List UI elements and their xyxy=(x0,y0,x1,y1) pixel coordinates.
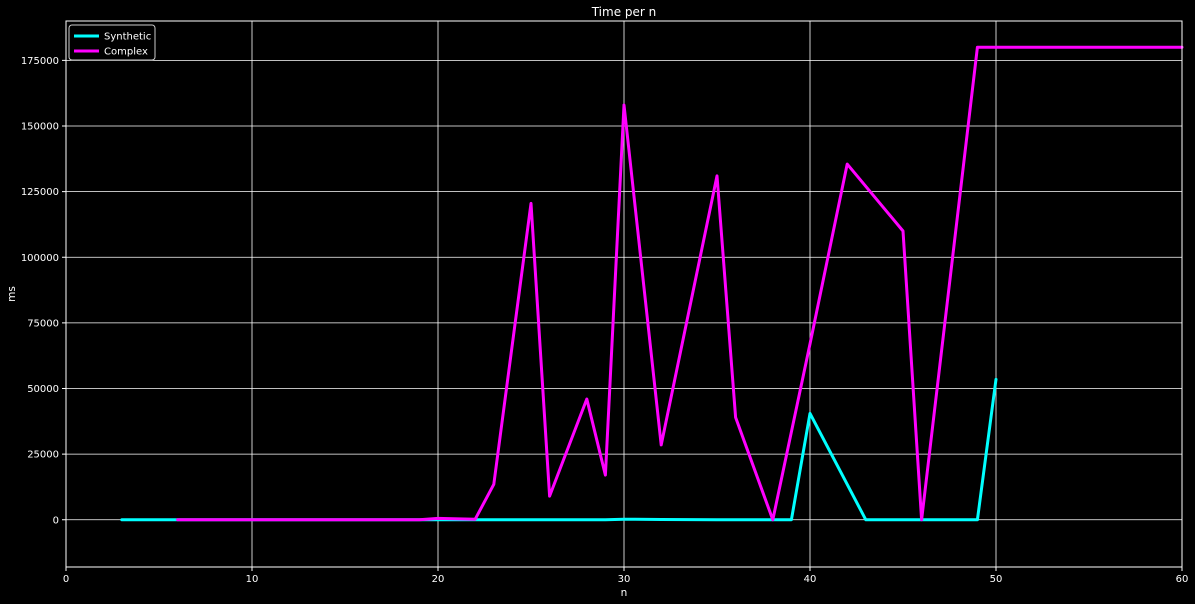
y-tick-label: 125000 xyxy=(21,187,59,198)
x-tick-label: 10 xyxy=(246,574,259,585)
x-tick-label: 50 xyxy=(990,574,1003,585)
x-tick-label: 60 xyxy=(1176,574,1189,585)
y-axis-label: ms xyxy=(6,286,18,302)
x-axis-label: n xyxy=(621,587,628,599)
series-lines xyxy=(120,45,1184,522)
x-tick-label: 30 xyxy=(618,574,631,585)
y-tick-label: 150000 xyxy=(21,122,59,133)
axes: 0 10 20 30 40 50 60 0 25000 50000 75000 100000 12500… xyxy=(21,20,1189,585)
legend-label-synthetic: Synthetic xyxy=(104,32,151,43)
y-tick-label: 175000 xyxy=(21,56,59,67)
y-tick-label: 75000 xyxy=(27,318,59,329)
y-tick-label: 50000 xyxy=(27,384,59,395)
series-line-complex xyxy=(176,45,1184,522)
x-tick-label: 40 xyxy=(804,574,817,585)
y-tick-label: 25000 xyxy=(27,450,59,461)
x-tick-label: 0 xyxy=(63,574,69,585)
x-tick-label: 20 xyxy=(432,574,445,585)
chart-title: Time per n xyxy=(591,5,657,19)
legend-label-complex: Complex xyxy=(104,47,148,58)
y-tick-label: 0 xyxy=(53,515,59,526)
legend: Synthetic Complex xyxy=(68,24,156,61)
y-tick-label: 100000 xyxy=(21,253,59,264)
